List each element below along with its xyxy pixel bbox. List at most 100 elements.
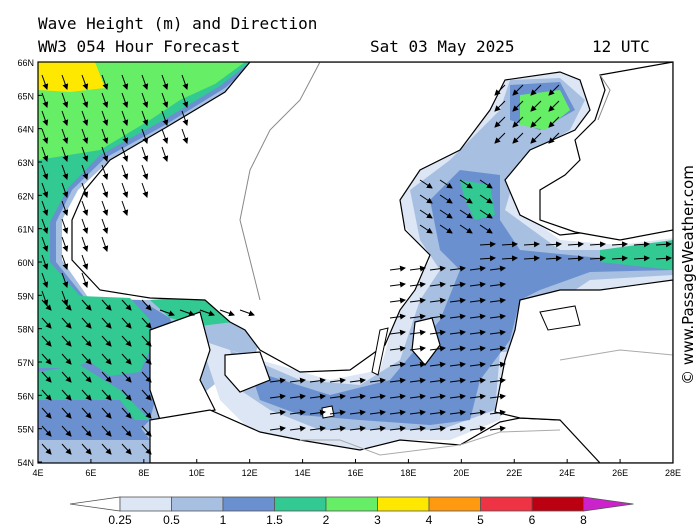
direction-arrow — [41, 443, 52, 455]
direction-arrow — [611, 241, 628, 248]
direction-arrow — [512, 100, 524, 112]
direction-arrow — [61, 146, 69, 162]
direction-arrow — [349, 425, 366, 432]
direction-arrow — [121, 299, 132, 311]
direction-arrow — [548, 116, 560, 128]
direction-arrow — [141, 371, 152, 383]
direction-arrow — [101, 110, 109, 126]
direction-arrow — [369, 393, 386, 400]
direction-arrow — [81, 74, 89, 90]
direction-arrow — [239, 309, 255, 317]
direction-arrow — [61, 407, 72, 419]
direction-arrow — [429, 409, 446, 416]
direction-arrow — [101, 200, 109, 216]
direction-arrow — [269, 409, 286, 416]
direction-arrow — [121, 407, 132, 419]
direction-arrow — [121, 425, 132, 437]
direction-arrow — [141, 299, 152, 311]
direction-arrow — [459, 179, 473, 189]
direction-arrow — [389, 297, 406, 304]
direction-arrow — [494, 132, 506, 144]
direction-arrow — [81, 407, 92, 419]
direction-arrow — [501, 241, 518, 248]
direction-arrow — [469, 313, 486, 320]
direction-arrow — [121, 164, 129, 180]
direction-arrow — [159, 309, 175, 317]
direction-arrow — [61, 74, 69, 90]
direction-arrow — [489, 265, 506, 272]
direction-arrow — [459, 194, 473, 204]
direction-arrow — [121, 182, 129, 198]
direction-arrow — [494, 116, 506, 128]
direction-arrow — [101, 128, 109, 144]
direction-arrow — [199, 309, 215, 317]
direction-arrow — [81, 317, 92, 329]
direction-arrow — [61, 236, 69, 252]
direction-arrow — [512, 132, 524, 144]
direction-arrow — [101, 164, 109, 180]
direction-arrow — [181, 92, 189, 108]
direction-arrow — [41, 371, 52, 383]
direction-arrow — [41, 272, 49, 288]
direction-arrow — [121, 110, 129, 126]
direction-arrow — [469, 409, 486, 416]
lon-label: 4E — [32, 468, 43, 478]
direction-arrow — [489, 425, 506, 432]
direction-arrow — [329, 393, 346, 400]
direction-arrow — [449, 297, 466, 304]
direction-arrow — [589, 255, 606, 262]
wave-area-finland-gulf — [600, 240, 673, 270]
direction-arrow — [181, 128, 189, 144]
direction-arrow — [439, 209, 453, 219]
direction-arrow — [141, 164, 149, 180]
colorbar-label: 6 — [529, 513, 536, 525]
direction-arrow — [389, 425, 406, 432]
lon-label: 14E — [295, 468, 311, 478]
direction-arrow — [61, 182, 69, 198]
direction-arrow — [469, 377, 486, 384]
land-baltic-states — [494, 279, 673, 463]
lon-label: 10E — [189, 468, 205, 478]
land-finland — [539, 62, 673, 241]
direction-arrow — [545, 241, 562, 248]
border-sweden-finland — [597, 74, 611, 121]
direction-arrow — [479, 209, 493, 219]
direction-arrow — [41, 74, 49, 90]
direction-arrow — [61, 371, 72, 383]
direction-arrow — [439, 224, 453, 234]
lon-label: 28E — [665, 468, 681, 478]
wave-area-skagerrak — [150, 296, 250, 326]
direction-arrow — [633, 241, 650, 248]
direction-arrow — [567, 255, 584, 262]
direction-arrow — [389, 329, 406, 336]
colorbar-label: 1 — [220, 513, 227, 525]
direction-arrow — [389, 313, 406, 320]
direction-arrow — [523, 241, 540, 248]
direction-arrow — [419, 209, 433, 219]
direction-arrow — [530, 100, 542, 112]
direction-arrow — [269, 393, 286, 400]
direction-arrow — [449, 377, 466, 384]
direction-arrow — [349, 393, 366, 400]
direction-arrow — [61, 254, 69, 270]
colorbar-segment — [480, 496, 533, 512]
land-gotland — [411, 317, 441, 366]
lat-label: 60N — [17, 258, 34, 268]
colorbar-segment — [274, 496, 327, 512]
direction-arrow — [548, 84, 560, 96]
credit-text: © www.PassageWeather.com — [679, 165, 697, 385]
direction-arrow — [121, 74, 129, 90]
direction-arrow — [419, 179, 433, 189]
direction-arrow — [479, 255, 496, 262]
direction-arrow — [409, 409, 426, 416]
lon-label: 26E — [612, 468, 628, 478]
direction-arrow — [141, 92, 149, 108]
direction-arrow — [101, 92, 109, 108]
direction-arrow — [469, 297, 486, 304]
direction-arrow — [81, 92, 89, 108]
direction-arrow — [459, 209, 473, 219]
direction-arrow — [369, 425, 386, 432]
direction-arrow — [121, 389, 132, 401]
direction-arrow — [409, 377, 426, 384]
direction-arrow — [389, 393, 406, 400]
